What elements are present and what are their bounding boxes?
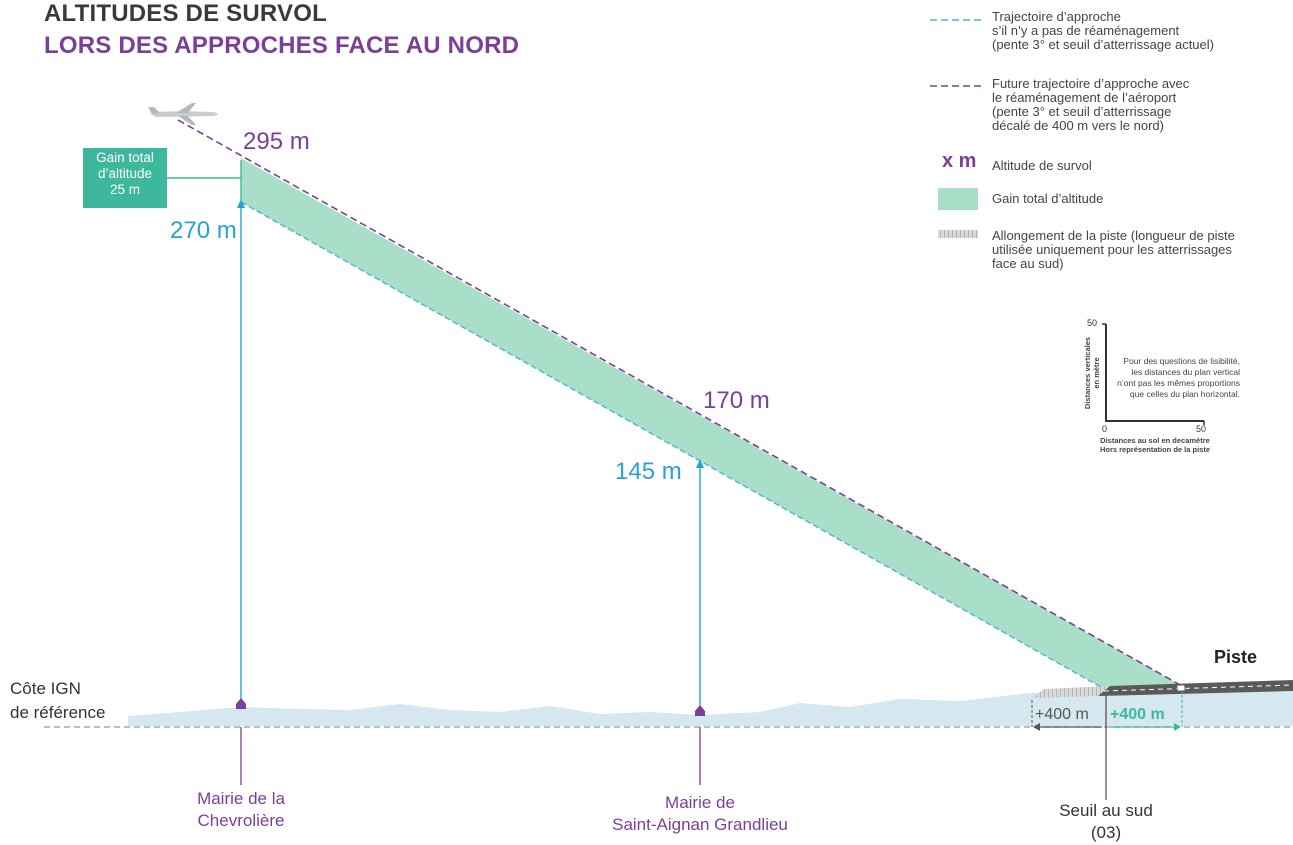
arrowhead xyxy=(696,459,704,468)
scale-y-max: 50 xyxy=(1087,318,1098,328)
extension-left-label: +400 m xyxy=(1035,706,1089,723)
scale-footnote: Distances au sol en decamètre Hors repré… xyxy=(1099,436,1211,454)
runway-label: Piste xyxy=(1214,647,1258,667)
gain-total-box: Gain total d’altitude 25 m xyxy=(83,148,167,208)
arrowhead xyxy=(1033,723,1040,731)
scale-y-label: Distances verticales en mètre xyxy=(1083,336,1101,410)
scale-x-min: 0 xyxy=(1102,424,1108,434)
legend-runway-extension-label: Allongement de la piste (longueur de pis… xyxy=(992,228,1235,271)
saint-aignan-ground-marker xyxy=(695,705,705,716)
scale-x-max: 50 xyxy=(1196,424,1207,434)
altitude-saint-aignan-future: 170 m xyxy=(703,387,770,414)
title-line-1: ALTITUDES DE SURVOL xyxy=(44,0,327,27)
scale-note: Pour des questions de lisibilité, les di… xyxy=(1117,356,1240,399)
legend-altitude-symbol: x m xyxy=(942,150,977,172)
legend-current-trajectory: Trajectoire d’approche s’il n’y a pas de… xyxy=(992,9,1214,52)
future-trajectory-line xyxy=(177,119,1183,687)
place-saint-aignan: Mairie de Saint-Aignan Grandlieu xyxy=(612,793,788,834)
reference-label: Côte IGN de référence xyxy=(10,679,106,722)
arrowhead xyxy=(1174,723,1181,731)
arrowhead xyxy=(237,199,245,208)
runway-threshold-marker xyxy=(1176,684,1186,692)
extension-right-label: +400 m xyxy=(1110,706,1165,723)
altitude-chevroliere-future: 295 m xyxy=(243,128,310,155)
runway-centerline xyxy=(1103,684,1293,692)
title-line-2: LORS DES APPROCHES FACE AU NORD xyxy=(44,32,520,59)
ground-terrain xyxy=(128,688,1293,726)
legend-future-trajectory: Future trajectoire d’approche avec le ré… xyxy=(992,76,1190,133)
legend-runway-extension-swatch xyxy=(938,230,978,238)
legend-altitude-label: Altitude de survol xyxy=(992,158,1092,173)
chevroliere-ground-marker xyxy=(236,698,246,709)
place-chevroliere: Mairie de la Chevrolière xyxy=(197,789,285,830)
runway-extension xyxy=(1032,686,1110,698)
current-trajectory-line xyxy=(240,201,1107,691)
altitude-saint-aignan-current: 145 m xyxy=(615,458,682,485)
airplane-icon xyxy=(148,103,218,125)
legend-gain-label: Gain total d’altitude xyxy=(992,191,1104,206)
altitude-chevroliere-current: 270 m xyxy=(170,217,237,244)
threshold-label: Seuil au sud (03) xyxy=(1059,801,1153,842)
legend-gain-swatch xyxy=(938,188,978,210)
gain-band xyxy=(241,158,1182,690)
